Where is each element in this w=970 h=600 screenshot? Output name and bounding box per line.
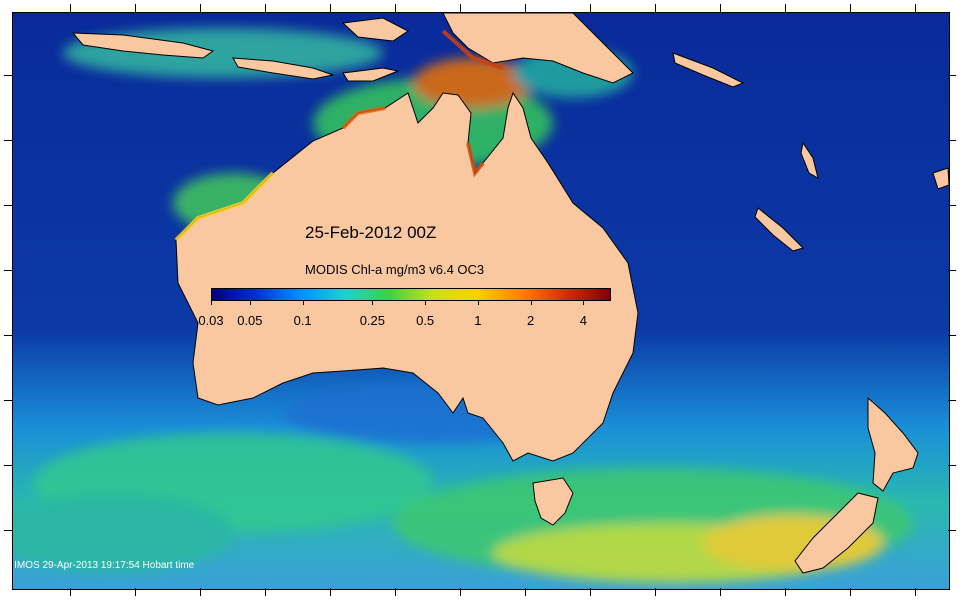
coastal-fringe (174, 29, 504, 242)
frame-tick (200, 4, 201, 12)
map-canvas (13, 13, 949, 589)
date-label: 25-Feb-2012 00Z (305, 223, 437, 242)
australia (175, 91, 639, 462)
colorbar-tick (425, 300, 427, 305)
frame-tick (4, 465, 12, 466)
frame-tick (4, 530, 12, 531)
java (71, 32, 215, 59)
frame-tick (395, 588, 396, 596)
frame-tick (785, 588, 786, 596)
frame-tick (915, 4, 916, 12)
frame-tick (850, 4, 851, 12)
frame-tick (948, 465, 956, 466)
frame-tick (590, 588, 591, 596)
frame-tick (200, 588, 201, 596)
colorbar-tick-label: 0.03 (198, 313, 224, 328)
colorbar-tick (302, 300, 304, 305)
frame-tick (948, 400, 956, 401)
colorbar-tick-label: 1 (474, 313, 482, 328)
frame-tick (948, 270, 956, 271)
frame-tick (525, 4, 526, 12)
frame-tick (720, 4, 721, 12)
colorbar-tick-label: 4 (579, 313, 588, 328)
colorbar-tick (372, 300, 374, 305)
sulawesi-fragment (341, 17, 409, 42)
land (71, 13, 949, 574)
colorbar (211, 288, 611, 301)
new-caledonia (754, 207, 804, 252)
timor (342, 67, 400, 82)
frame-tick (330, 4, 331, 12)
frame-tick (460, 4, 461, 12)
vanuatu (800, 141, 819, 179)
frame-tick (948, 75, 956, 76)
frame-tick (135, 4, 136, 12)
frame-tick (948, 140, 956, 141)
frame-tick (70, 588, 71, 596)
frame-tick (655, 4, 656, 12)
frame-tick (4, 140, 12, 141)
fiji (932, 167, 949, 190)
frame-tick (4, 335, 12, 336)
colorbar-tick (530, 300, 532, 305)
frame-tick (948, 335, 956, 336)
colorbar-title: MODIS Chl-a mg/m3 v6.4 OC3 (305, 262, 485, 277)
colorbar-tick-label: 0.5 (416, 313, 435, 328)
colorbar-tick-label: 0.05 (237, 313, 263, 328)
solomon-islands (672, 52, 745, 88)
frame-tick (4, 205, 12, 206)
frame-tick (720, 588, 721, 596)
nusa-tenggara (232, 57, 335, 80)
frame-tick (395, 4, 396, 12)
frame-tick (590, 4, 591, 12)
frame-tick (525, 588, 526, 596)
colorbar-tick (211, 300, 212, 305)
frame-tick (330, 588, 331, 596)
nz-south-island (794, 492, 879, 574)
frame-tick (948, 205, 956, 206)
frame-tick (655, 588, 656, 596)
frame-tick (70, 4, 71, 12)
frame-tick (265, 588, 266, 596)
frame-tick (915, 588, 916, 596)
frame-tick (785, 4, 786, 12)
tasmania (532, 477, 574, 526)
frame-tick (265, 4, 266, 12)
credit-text: © IMOS 29-Apr-2013 19:17:54 Hobart time (4, 560, 195, 571)
new-guinea (442, 13, 634, 84)
frame-tick (135, 588, 136, 596)
frame-tick (460, 588, 461, 596)
nz-north-island (867, 396, 919, 492)
colorbar-tick-label: 0.25 (359, 313, 386, 328)
chlorophyll-map: 25-Feb-2012 00Z MODIS Chl-a mg/m3 v6.4 O… (12, 12, 950, 590)
frame-tick (4, 270, 12, 271)
frame-tick (948, 530, 956, 531)
frame-tick (850, 588, 851, 596)
colorbar-tick (477, 300, 479, 305)
frame-tick (4, 75, 12, 76)
frame-tick (4, 400, 12, 401)
colorbar-tick (583, 300, 585, 305)
colorbar-tick-label: 0.1 (293, 313, 312, 328)
colorbar-tick (249, 300, 251, 305)
colorbar-tick-label: 2 (527, 313, 535, 328)
